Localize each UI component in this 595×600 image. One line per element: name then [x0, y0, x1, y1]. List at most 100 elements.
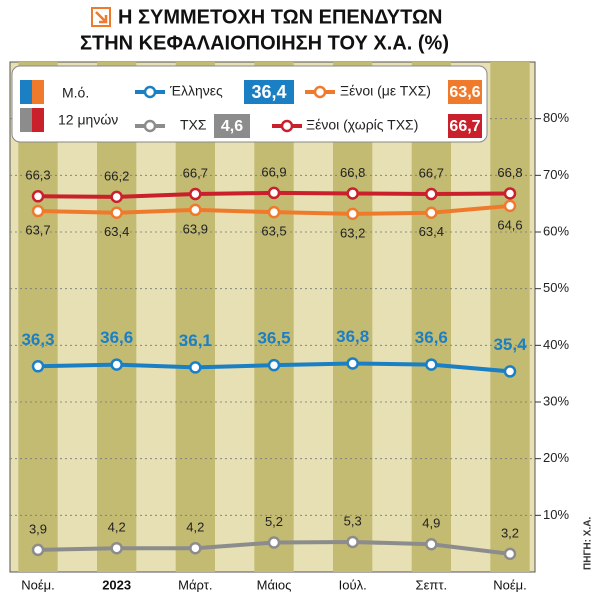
data-label: 36,3: [21, 330, 54, 349]
data-label: 63,7: [25, 222, 50, 237]
x-tick-label: Νοέμ.: [21, 577, 55, 592]
data-label: 63,4: [104, 224, 129, 239]
source: ΠΗΓΗ: Χ.Α.: [583, 517, 594, 570]
data-label: 36,5: [257, 329, 290, 348]
data-label: 4,2: [186, 520, 204, 535]
legend-name: Έλληνες: [169, 83, 223, 99]
x-tick-label: Ιούλ.: [339, 577, 367, 592]
data-label: 63,9: [183, 221, 208, 236]
point: [110, 541, 123, 555]
point: [267, 205, 281, 219]
data-label: 36,6: [415, 328, 448, 347]
chart-title: ΣΤΗΝ ΚΕΦΑΛΑΙΟΠΟΙΗΣΗ ΤΟΥ Χ.Α. (%): [80, 32, 449, 54]
y-tick-label: 10%: [543, 507, 569, 522]
data-label: 4,2: [108, 520, 126, 535]
data-label: 35,4: [493, 335, 527, 354]
stripe: [18, 62, 58, 572]
point: [189, 203, 202, 217]
legend-marker: [280, 119, 294, 133]
data-label: 66,3: [25, 168, 50, 183]
legend-average-box: [448, 80, 482, 104]
legend-average: 36,4: [251, 82, 286, 102]
point: [110, 358, 123, 371]
data-label: 4,9: [422, 516, 440, 531]
legend-name: ΤΧΣ: [180, 117, 207, 133]
point: [31, 543, 45, 557]
point: [31, 190, 45, 203]
data-label: 66,7: [183, 165, 208, 180]
stripe: [411, 62, 451, 572]
x-tick-label: Σεπτ.: [416, 577, 448, 592]
legend-marker: [313, 85, 327, 99]
legend-avg-label: Μ.ό.: [62, 85, 89, 101]
data-label: 36,8: [336, 327, 369, 346]
data-label: 66,8: [340, 165, 365, 180]
chart-title: Η ΣΥΜΜΕΤΟΧΗ ΤΩΝ ΕΠΕΝΔΥΤΩΝ: [118, 6, 442, 28]
point: [503, 199, 517, 213]
legend-name: Ξένοι (με ΤΧΣ): [340, 83, 431, 99]
y-tick-label: 60%: [543, 223, 569, 238]
point: [425, 537, 438, 551]
point: [267, 186, 281, 200]
title-icon-arrow: [95, 11, 108, 24]
data-label: 3,2: [501, 525, 519, 540]
data-label: 63,4: [419, 224, 444, 239]
legend-average-box: [244, 80, 294, 104]
point: [110, 206, 123, 219]
y-tick-label: 50%: [543, 280, 569, 295]
legend-average-box: [214, 114, 250, 138]
point: [425, 187, 438, 201]
legend-marker: [143, 119, 157, 133]
x-tick-label: Νοέμ.: [493, 577, 527, 592]
y-tick-label: 80%: [543, 110, 569, 125]
data-label: 66,7: [419, 165, 444, 180]
point: [346, 357, 359, 370]
stripe: [333, 62, 373, 572]
data-label: 63,5: [261, 224, 286, 239]
data-label: 66,8: [497, 165, 522, 180]
point: [425, 206, 438, 219]
legend-avg-icon: [32, 108, 44, 132]
data-label: 36,1: [179, 331, 212, 350]
point: [503, 365, 517, 378]
legend-average: 66,7: [449, 118, 480, 135]
point: [189, 361, 202, 374]
y-tick-label: 20%: [543, 450, 569, 465]
point: [503, 547, 517, 561]
point: [267, 358, 281, 372]
legend-marker: [143, 85, 157, 99]
point: [267, 536, 281, 549]
y-tick-label: 30%: [543, 393, 569, 408]
x-tick-label: Μάιος: [257, 577, 292, 592]
stripe: [490, 62, 530, 572]
legend-average: 63,6: [449, 84, 480, 101]
point: [346, 535, 359, 549]
legend-avg-icon: [20, 108, 32, 132]
data-label: 64,6: [497, 217, 522, 232]
point: [189, 541, 202, 555]
legend-avg-icon: [20, 80, 32, 104]
y-tick-label: 40%: [543, 337, 569, 352]
legend-avg-icon: [32, 80, 44, 104]
data-label: 5,2: [265, 514, 283, 529]
point: [346, 207, 359, 221]
data-label: 3,9: [29, 521, 47, 536]
data-label: 66,9: [261, 164, 286, 179]
stripe: [254, 62, 294, 572]
point: [425, 358, 438, 371]
point: [346, 187, 359, 200]
x-tick-label: Μάρτ.: [178, 577, 212, 592]
data-label: 36,6: [100, 328, 133, 347]
point: [31, 204, 45, 218]
x-tick-label: 2023: [102, 577, 131, 592]
point: [189, 187, 202, 201]
y-tick-label: 70%: [543, 167, 569, 182]
data-label: 66,2: [104, 168, 129, 183]
stripe: [97, 62, 137, 572]
legend-avg-label: 12 μηνών: [58, 112, 118, 128]
stripe: [175, 62, 215, 572]
point: [503, 187, 517, 200]
legend-name: Ξένοι (χωρίς ΤΧΣ): [306, 117, 418, 133]
point: [110, 190, 123, 204]
